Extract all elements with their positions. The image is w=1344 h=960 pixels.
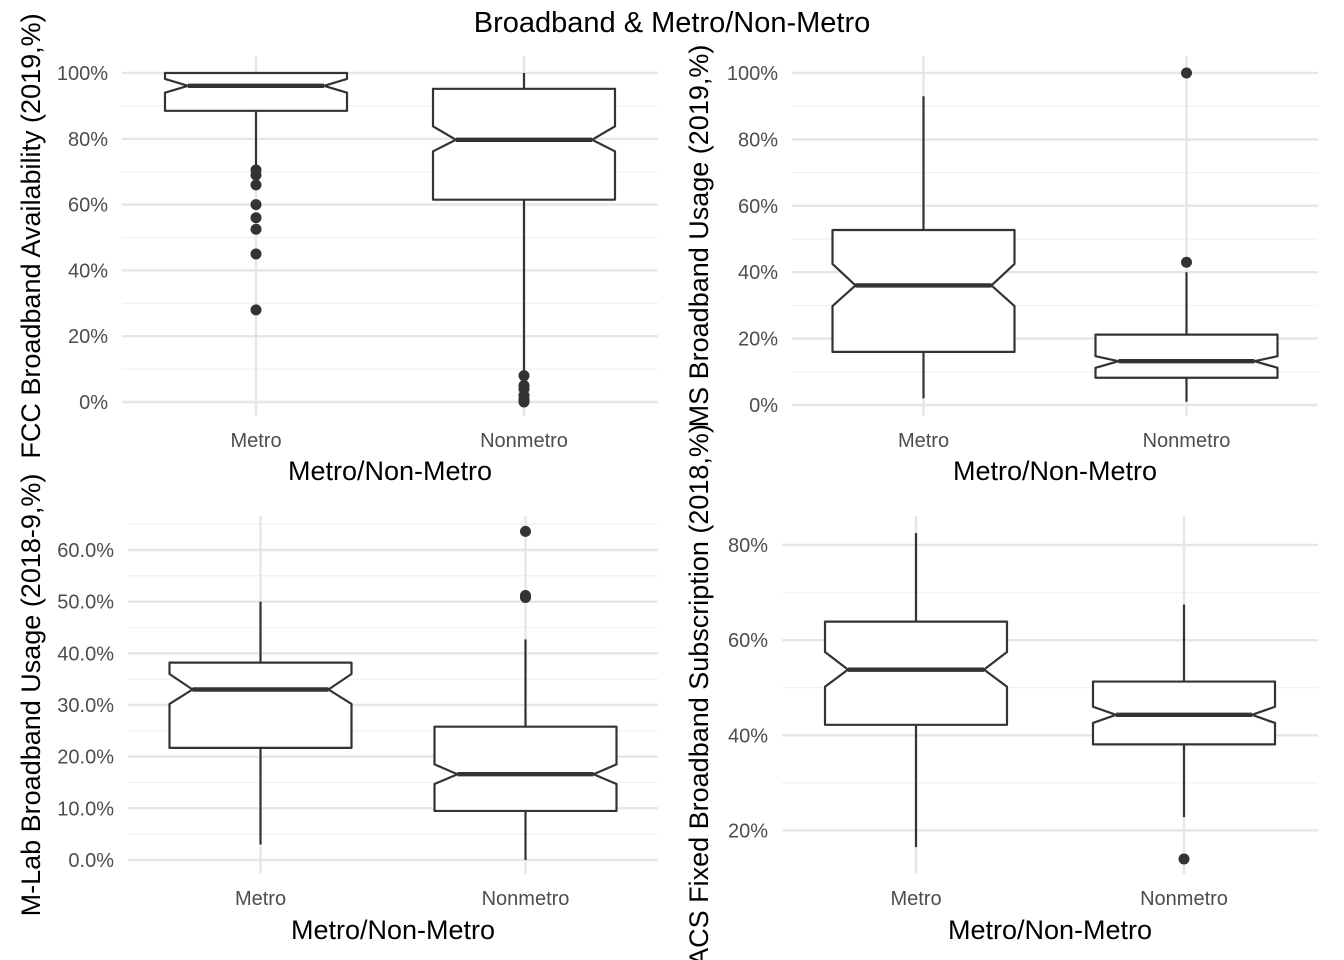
box-nonmetro-body [431,87,617,201]
y-tick-label: 20% [68,326,108,348]
box-metro-outlier-point [250,212,262,224]
x-tick-label: Metro [230,430,281,452]
x-tick-label: Nonmetro [480,430,568,452]
box-nonmetro-outlier-point [520,589,531,601]
y-tick-label: 60.0% [57,540,114,562]
box-nonmetro-outlier-point [518,370,530,382]
y-tick-label: 20.0% [57,747,114,769]
panel-4: 20% 40% 60% 80% Metro Nonmetro Metro/Non-Metro… [684,424,1318,960]
x-tick-label: Nonmetro [1140,888,1228,910]
box-metro-outlier-point [250,164,262,176]
box-nonmetro-outlier-point [1178,853,1190,865]
panel-3: 0.0% 10.0% 20.0% 30.0% 40.0% 50.0% 60.0% Metro N… [16,474,658,945]
box-metro-outlier-point [250,304,262,316]
y-tick-label: 40% [728,725,768,747]
y-tick-label: 40% [738,262,778,284]
y-tick-label: 50.0% [57,592,114,614]
panel-1: 0% 20% 40% 60% 80% 100% Metro Nonmetro Metro/Non… [16,13,658,486]
box-metro-body [168,661,353,749]
y-axis-title: M-Lab Broadband Usage (2018-9,%) [16,474,46,917]
box-metro-body [831,228,1016,353]
x-axis-title: Metro/Non-Metro [288,456,492,486]
y-tick-label: 0.0% [68,850,114,872]
y-axis-title: FCC Broadband Availability (2019,%) [16,13,46,458]
y-tick-label: 40% [68,260,108,282]
x-tick-label: Nonmetro [482,888,570,910]
y-tick-label: 80% [738,129,778,151]
y-tick-label: 0% [79,392,108,414]
y-tick-label: 100% [57,63,108,85]
y-tick-label: 80% [728,535,768,557]
box-metro-outlier-point [250,179,262,191]
x-tick-label: Metro [898,430,949,452]
y-tick-label: 0% [749,395,778,417]
y-tick-label: 60% [738,196,778,218]
panels: 0% 20% 40% 60% 80% 100% Metro Nonmetro Metro/Non… [16,13,1318,960]
y-tick-label: 60% [68,195,108,217]
panel-2: 0% 20% 40% 60% 80% 100% Metro Nonmetro Metro/Non… [684,45,1318,486]
y-tick-label: 60% [728,630,768,652]
x-axis-title: Metro/Non-Metro [291,915,495,945]
x-tick-label: Metro [235,888,286,910]
box-nonmetro-outlier-point [518,380,530,392]
x-axis-title: Metro/Non-Metro [953,456,1157,486]
box-metro-outlier-point [250,248,262,260]
x-tick-label: Metro [890,888,941,910]
box-metro-body [163,71,349,112]
y-tick-label: 20% [728,820,768,842]
box-metro-outlier-point [250,223,262,235]
y-axis-title: ACS Fixed Broadband Subscription (2018,%… [684,424,714,960]
box-nonmetro-body [433,725,618,813]
x-axis-title: Metro/Non-Metro [948,915,1152,945]
y-tick-label: 40.0% [57,643,114,665]
figure-title: Broadband & Metro/Non-Metro [474,7,871,39]
box-nonmetro-outlier-point [520,525,531,537]
x-tick-label: Nonmetro [1143,430,1231,452]
box-nonmetro-outlier-point [1181,67,1192,79]
box-metro-outlier-point [250,199,262,211]
box-nonmetro-body [1094,333,1279,379]
box-nonmetro-outlier-point [1181,256,1192,268]
box-metro-body [823,620,1009,726]
y-tick-label: 30.0% [57,695,114,717]
y-tick-label: 20% [738,329,778,351]
y-tick-label: 10.0% [57,798,114,820]
y-tick-label: 80% [68,129,108,151]
y-tick-label: 100% [727,63,778,85]
y-axis-title: MS Broadband Usage (2019,%) [684,45,714,428]
